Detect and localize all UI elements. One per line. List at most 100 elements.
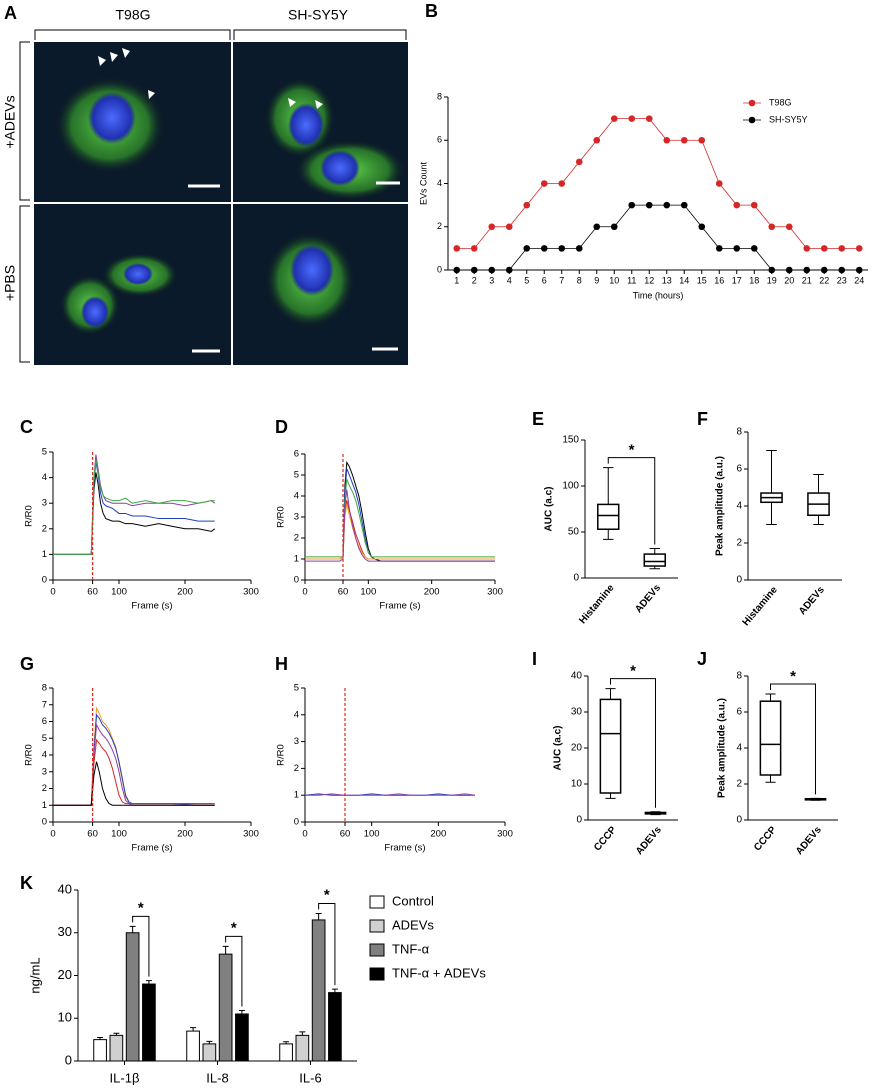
- significance-bracket: [610, 678, 656, 808]
- significance-label: *: [629, 442, 635, 459]
- x-tick-label: 60: [338, 587, 349, 598]
- whisker: [765, 775, 776, 783]
- column-bracket: [34, 29, 407, 40]
- y-tick-label: 0: [65, 1052, 72, 1067]
- x-tick-label: 100: [111, 829, 127, 840]
- y-axis-label: ng/mL: [27, 957, 42, 993]
- panel-label: F: [697, 409, 708, 429]
- significance-label: *: [790, 668, 796, 685]
- x-tick-label: 14: [679, 275, 689, 285]
- whisker: [603, 467, 614, 505]
- x-axis-label: Frame (s): [384, 843, 425, 854]
- point: [523, 245, 531, 252]
- row-header: +ADEVs: [2, 95, 18, 148]
- point: [715, 245, 723, 252]
- point: [470, 245, 478, 252]
- x-tick-label: 10: [609, 275, 619, 285]
- y-axis-label: EVs Count: [418, 161, 428, 205]
- significance-label: *: [630, 663, 636, 680]
- x-tick-label: CCCP: [752, 824, 779, 853]
- point: [680, 136, 688, 144]
- point: [628, 115, 636, 122]
- y-tick-label: 0: [576, 815, 582, 826]
- x-tick-label: 24: [854, 275, 864, 285]
- x-tick-label: ADEVs: [797, 584, 827, 617]
- axis-line: [304, 688, 505, 823]
- point: [593, 136, 601, 144]
- series-line: [305, 460, 495, 562]
- panel-label: B: [425, 1, 438, 21]
- y-tick-label: 40: [58, 881, 72, 896]
- y-tick-label: 6: [736, 464, 742, 475]
- significance-bracket: [770, 683, 816, 795]
- bar: [186, 1030, 200, 1062]
- y-tick-label: 40: [571, 671, 583, 682]
- x-tick-label: 1: [454, 275, 459, 285]
- x-tick-label: 200: [424, 587, 440, 598]
- y-tick-label: 8: [437, 91, 442, 101]
- x-tick-label: 8: [577, 275, 582, 285]
- y-tick-label: 20: [58, 967, 72, 982]
- y-tick-label: 6: [294, 449, 299, 460]
- x-tick-label: 0: [50, 829, 55, 840]
- x-tick-label: ADEVs: [794, 824, 824, 857]
- point: [558, 245, 566, 252]
- whisker: [603, 529, 614, 540]
- y-tick-label: 0: [294, 575, 299, 586]
- point: [750, 201, 758, 209]
- point: [488, 223, 496, 231]
- point: [820, 266, 828, 274]
- nucleus: [123, 263, 153, 285]
- y-tick-label: 1: [42, 800, 47, 811]
- significance-label: *: [324, 886, 330, 903]
- x-axis-label: Time (hours): [633, 290, 684, 300]
- y-tick-label: 0: [42, 575, 47, 586]
- point: [733, 201, 741, 209]
- y-tick-label: 2: [42, 523, 47, 534]
- point: [453, 245, 461, 252]
- error-bar: [190, 1027, 197, 1032]
- whisker: [605, 688, 616, 700]
- y-tick-label: 30: [58, 924, 72, 939]
- legend-marker: [748, 116, 756, 124]
- x-tick-label: Histamine: [577, 582, 616, 626]
- bar: [142, 983, 156, 1062]
- x-tick-label: 200: [177, 587, 193, 598]
- point: [558, 180, 566, 187]
- x-tick-label: 9: [594, 275, 599, 285]
- significance-label: *: [231, 919, 237, 936]
- y-axis-label: AUC (a.c): [553, 725, 564, 770]
- y-tick-label: 8: [736, 671, 742, 682]
- scale-bar: [188, 181, 400, 353]
- axis-line: [52, 688, 251, 823]
- point: [820, 245, 828, 252]
- x-tick-label: 6: [542, 275, 547, 285]
- y-axis-label: R/R0: [24, 505, 35, 527]
- series-line: [305, 504, 495, 560]
- series-line: [53, 459, 215, 555]
- point: [488, 266, 496, 274]
- point: [803, 266, 811, 274]
- bar: [93, 1039, 107, 1062]
- x-tick-label: 0: [302, 587, 307, 598]
- series-line: [53, 462, 215, 555]
- whisker: [813, 474, 824, 494]
- x-tick-label: 300: [243, 587, 259, 598]
- y-tick-label: 3: [42, 498, 47, 509]
- legend-label: TNF-α + ADEVs: [392, 965, 486, 980]
- y-axis-label: R/R0: [276, 744, 287, 766]
- bar: [311, 919, 326, 1062]
- legend-label: T98G: [769, 97, 792, 107]
- series-line: [305, 793, 476, 796]
- bar: [235, 1013, 249, 1062]
- error-bar: [206, 1040, 213, 1044]
- series-line: [53, 706, 215, 806]
- x-tick-label: 11: [627, 275, 636, 285]
- error-bar: [315, 913, 322, 920]
- significance-label: *: [138, 899, 144, 916]
- x-tick-label: 13: [662, 275, 672, 285]
- point: [838, 245, 846, 252]
- nucleus: [288, 103, 324, 147]
- panel-label: A: [4, 3, 17, 23]
- row-bracket: [19, 41, 30, 363]
